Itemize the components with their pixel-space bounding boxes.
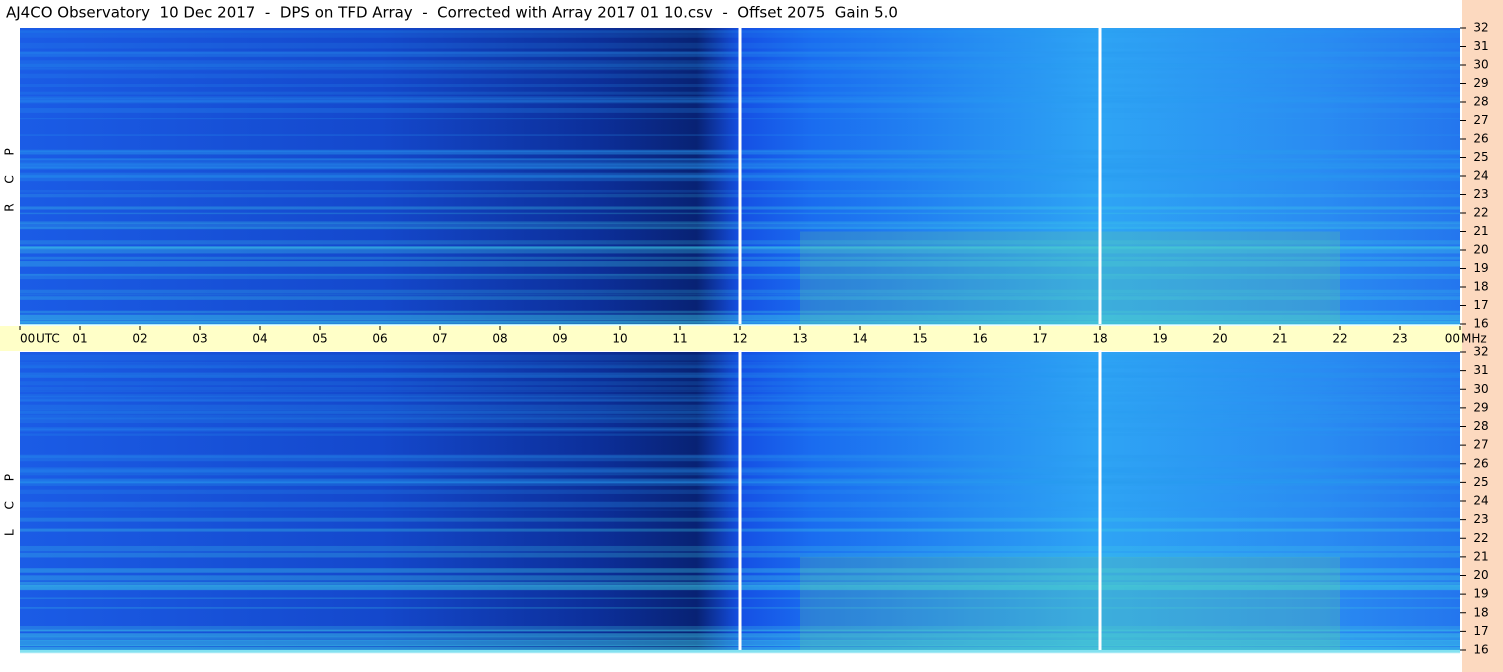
y-tick-label: 31 — [1473, 363, 1488, 377]
y-tick-label: 25 — [1473, 475, 1488, 489]
y-tick-label: 20 — [1473, 568, 1488, 582]
y-tick-label: 21 — [1473, 549, 1488, 563]
x-tick-label: 08 — [492, 332, 507, 346]
y-tick-label: 28 — [1473, 95, 1488, 109]
x-tick-label: 04 — [252, 332, 267, 346]
x-tick-label: 05 — [312, 332, 327, 346]
x-tick-label: 02 — [132, 332, 147, 346]
x-tick-label: 15 — [912, 332, 927, 346]
x-tick-label: 12 — [732, 332, 747, 346]
x-tick-label: 06 — [372, 332, 387, 346]
time-axis-band — [0, 326, 1462, 351]
y-tick-label: 23 — [1473, 187, 1488, 201]
y-tick-label: 23 — [1473, 512, 1488, 526]
y-tick-label: 22 — [1473, 531, 1488, 545]
y-tick-label: 32 — [1473, 21, 1488, 35]
x-tick-label: 11 — [672, 332, 687, 346]
y-tick-label: 18 — [1473, 605, 1488, 619]
x-tick-label: 03 — [192, 332, 207, 346]
x-tick-label: 17 — [1032, 332, 1047, 346]
x-tick-label: 18 — [1092, 332, 1107, 346]
y-tick-label: 16 — [1473, 317, 1488, 331]
y-tick-label: 30 — [1473, 58, 1488, 72]
axis-strip — [1462, 0, 1503, 672]
y-tick-label: 24 — [1473, 494, 1488, 508]
x-tick-label: 07 — [432, 332, 447, 346]
y-tick-label: 26 — [1473, 132, 1488, 146]
y-tick-label: 25 — [1473, 150, 1488, 164]
title: AJ4CO Observatory 10 Dec 2017 - DPS on T… — [6, 4, 898, 22]
y-tick-label: 21 — [1473, 224, 1488, 238]
y-axis-label: L C P — [3, 466, 17, 536]
y-tick-label: 29 — [1473, 400, 1488, 414]
y-tick-label: 27 — [1473, 113, 1488, 127]
y-tick-label: 19 — [1473, 587, 1488, 601]
x-unit: UTC — [36, 332, 60, 346]
y-tick-label: 27 — [1473, 438, 1488, 452]
x-tick-label: 09 — [552, 332, 567, 346]
y-tick-label: 19 — [1473, 261, 1488, 275]
spectrogram-band — [800, 231, 1340, 324]
x-tick-label: 21 — [1272, 332, 1287, 346]
y-tick-label: 17 — [1473, 624, 1488, 638]
x-tick-label: 16 — [972, 332, 987, 346]
y-tick-label: 17 — [1473, 298, 1488, 312]
spectrogram-band — [800, 556, 1340, 650]
y-tick-label: 30 — [1473, 382, 1488, 396]
y-tick-label: 32 — [1473, 345, 1488, 359]
x-tick-label: 20 — [1212, 332, 1227, 346]
x-tick-label: 01 — [72, 332, 87, 346]
x-tick-label: 22 — [1332, 332, 1347, 346]
spectrogram-band — [20, 649, 1460, 654]
y-unit: MHz — [1461, 332, 1487, 346]
x-tick-label: 10 — [612, 332, 627, 346]
y-tick-label: 18 — [1473, 280, 1488, 294]
y-tick-label: 20 — [1473, 243, 1488, 257]
x-tick-label: 14 — [852, 332, 867, 346]
x-tick-label: 13 — [792, 332, 807, 346]
y-tick-label: 24 — [1473, 169, 1488, 183]
x-tick-label: 19 — [1152, 332, 1167, 346]
y-tick-label: 22 — [1473, 206, 1488, 220]
x-tick-label: 23 — [1392, 332, 1407, 346]
y-tick-label: 29 — [1473, 76, 1488, 90]
y-tick-label: 16 — [1473, 643, 1488, 657]
y-tick-label: 28 — [1473, 419, 1488, 433]
x-tick-label: 00 — [1445, 332, 1460, 346]
y-tick-label: 31 — [1473, 39, 1488, 53]
x-tick-label: 00 — [20, 332, 35, 346]
y-tick-label: 26 — [1473, 456, 1488, 470]
y-axis-label: R C P — [3, 140, 17, 212]
